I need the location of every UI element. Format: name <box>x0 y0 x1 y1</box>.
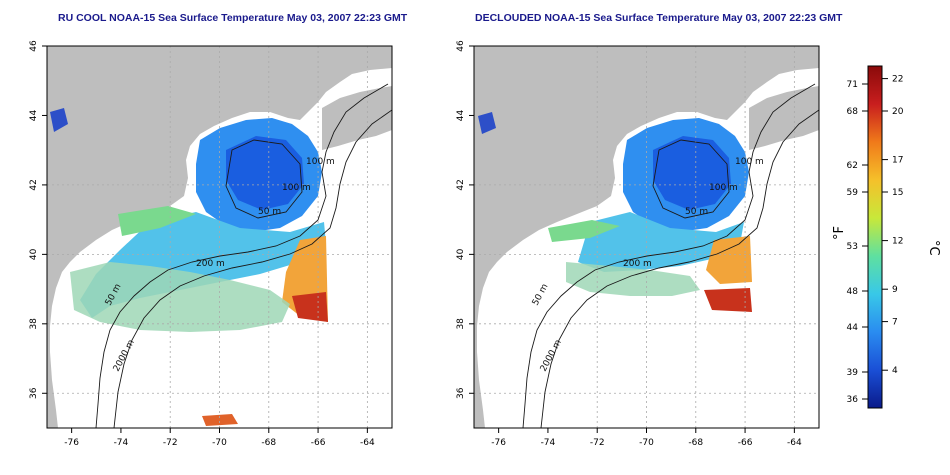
contour-label: 200 m <box>623 259 652 269</box>
sst-nw-patch <box>478 112 496 134</box>
y-tick-label: 40 <box>29 248 39 260</box>
x-tick-label: -72 <box>590 438 605 448</box>
y-tick-label: 46 <box>456 40 466 52</box>
sst-green-band <box>548 220 620 242</box>
sst-south-warm <box>202 414 238 426</box>
y-tick-label: 36 <box>456 387 466 399</box>
nova-scotia-land <box>322 86 392 150</box>
y-tick-label: 44 <box>456 109 466 121</box>
y-tick-label: 42 <box>456 179 466 190</box>
sst-south-patches <box>566 262 700 296</box>
y-tick-label: 42 <box>29 179 39 190</box>
sst-nw-patch <box>50 108 68 132</box>
land-mass <box>474 46 819 428</box>
sst-slope-warm <box>706 236 752 284</box>
sst-green-band <box>118 206 196 236</box>
x-tick-label: -66 <box>738 438 753 448</box>
y-tick-label: 36 <box>29 387 39 399</box>
x-tick-label: -76 <box>491 438 506 448</box>
contour-label: 200 m <box>196 259 225 269</box>
sst-south-patches <box>70 262 290 332</box>
sst-gulf-stream <box>704 288 752 312</box>
x-tick-label: -72 <box>163 438 178 448</box>
land-mass <box>47 46 392 428</box>
x-tick-label: -68 <box>261 438 276 448</box>
contour-label: 100 m <box>735 157 764 167</box>
right-panel-title: DECLOUDED NOAA-15 Sea Surface Temperatur… <box>475 12 843 24</box>
x-tick-label: -74 <box>114 438 129 448</box>
x-tick-label: -70 <box>639 438 654 448</box>
bathymetry-contours <box>95 83 392 428</box>
contour-label: 100 m <box>306 157 335 167</box>
x-tick-label: -76 <box>64 438 79 448</box>
sst-gulf-stream <box>292 292 328 322</box>
x-tick-label: -64 <box>787 438 802 448</box>
nova-scotia-land <box>749 86 819 150</box>
left-panel-title: RU COOL NOAA-15 Sea Surface Temperature … <box>58 12 408 24</box>
y-tick-label: 46 <box>29 40 39 52</box>
y-tick-label: 38 <box>29 318 39 330</box>
y-tick-label: 44 <box>29 109 39 121</box>
contour-label: 100 m <box>282 183 311 193</box>
y-tick-label: 40 <box>456 248 466 260</box>
x-tick-label: -66 <box>311 438 326 448</box>
y-tick-label: 38 <box>456 318 466 330</box>
x-tick-label: -74 <box>541 438 556 448</box>
bathymetry-contours <box>522 83 819 428</box>
contour-label: 50 m <box>685 207 708 217</box>
contour-label: 100 m <box>709 183 738 193</box>
contour-label: 50 m <box>258 207 281 217</box>
sst-gulf-core <box>653 136 731 210</box>
sst-gulf-core <box>226 136 304 210</box>
x-tick-label: -64 <box>360 438 375 448</box>
x-tick-label: -70 <box>212 438 227 448</box>
sst-shelf-band <box>578 212 744 272</box>
x-tick-label: -68 <box>688 438 703 448</box>
